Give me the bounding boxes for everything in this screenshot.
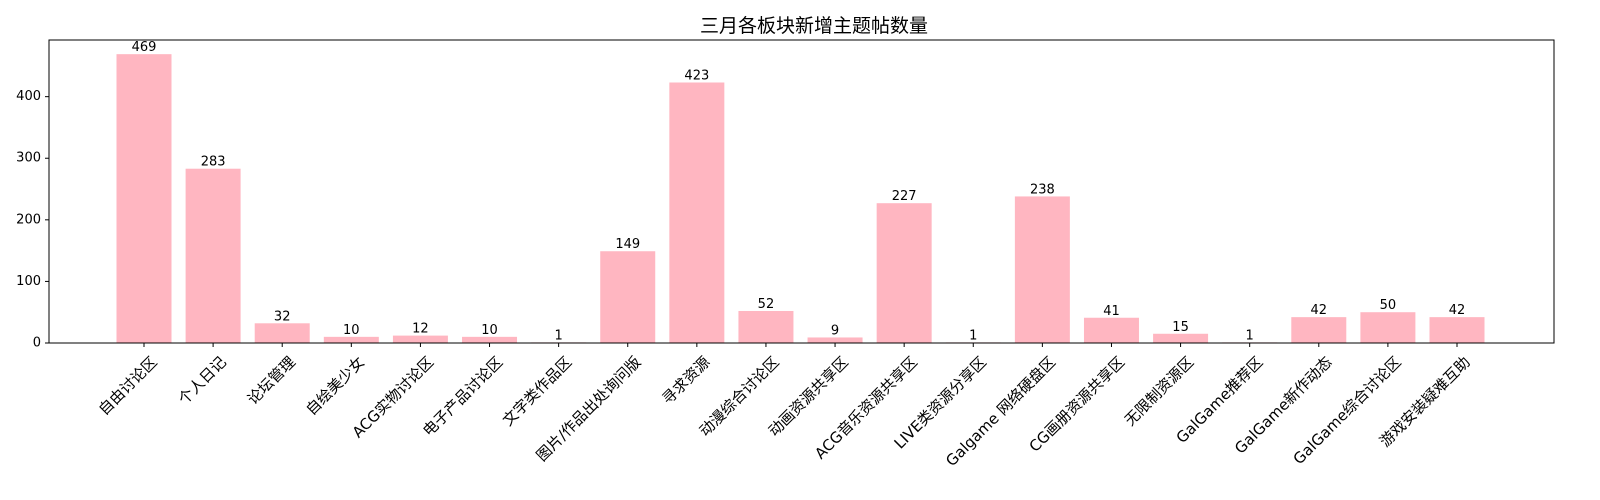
- bar-7: [600, 251, 656, 343]
- data-label-9: 52: [758, 297, 775, 312]
- bar-4: [392, 335, 448, 343]
- x-tick-label-6: 文字类作品区: [499, 353, 575, 429]
- data-label-7: 149: [615, 237, 640, 252]
- y-tick-label-2: 200: [16, 212, 41, 227]
- data-label-5: 10: [481, 323, 498, 338]
- x-tick-label-0: 自由讨论区: [95, 353, 161, 419]
- x-tick-label-15: 无限制资源区: [1121, 353, 1197, 429]
- data-label-8: 423: [684, 68, 709, 83]
- y-tick-label-1: 100: [16, 274, 41, 289]
- data-label-15: 15: [1172, 320, 1189, 335]
- bar-19: [1429, 317, 1485, 343]
- data-label-12: 1: [969, 328, 977, 343]
- bars-layer: [116, 54, 1485, 344]
- data-label-13: 238: [1030, 182, 1055, 197]
- bar-11: [876, 203, 932, 343]
- data-label-1: 283: [201, 155, 226, 170]
- data-label-6: 1: [554, 328, 562, 343]
- x-tick-label-2: 论坛管理: [244, 353, 299, 408]
- data-label-11: 227: [892, 189, 917, 204]
- data-label-3: 10: [343, 323, 360, 338]
- bar-10: [807, 337, 863, 343]
- chart-title: 三月各板块新增主题帖数量: [700, 15, 928, 37]
- data-label-14: 41: [1103, 304, 1120, 319]
- y-tick-label-3: 300: [16, 151, 41, 166]
- x-tick-label-1: 个人日记: [175, 353, 230, 408]
- x-axis: 自由讨论区 个人日记 论坛管理 自绘美少女ACG实物讨论区电子产品讨论区文字类作品区图…: [95, 343, 1474, 470]
- bar-17: [1291, 317, 1347, 343]
- bar-3: [323, 336, 379, 343]
- bar-13: [1014, 196, 1070, 343]
- plot-frame: [48, 39, 1555, 344]
- data-label-19: 42: [1449, 303, 1466, 318]
- data-label-18: 50: [1380, 298, 1397, 313]
- data-labels-layer: 469 283 32 10 12 10 1 149 423 52 9 227 1 238 41 15 1 42 50…: [132, 40, 1466, 343]
- data-label-4: 12: [412, 322, 429, 337]
- bar-14: [1083, 317, 1139, 343]
- bar-8: [669, 82, 725, 344]
- x-tick-label-8: 寻求资源: [658, 353, 713, 408]
- bar-2: [254, 323, 310, 343]
- y-tick-label-4: 400: [16, 89, 41, 104]
- bar-15: [1153, 333, 1209, 343]
- y-tick-label-0: 0: [33, 336, 41, 351]
- data-label-16: 1: [1246, 328, 1254, 343]
- bar-18: [1360, 312, 1416, 343]
- y-axis: 0 100 200 300 400: [16, 89, 49, 351]
- x-tick-label-3: 自绘美少女: [302, 353, 368, 419]
- data-label-17: 42: [1311, 303, 1328, 318]
- bar-5: [462, 336, 518, 343]
- bar-0: [116, 54, 172, 343]
- data-label-2: 32: [274, 309, 291, 324]
- bar-9: [738, 310, 794, 343]
- data-label-0: 469: [132, 40, 157, 55]
- bar-1: [185, 168, 241, 343]
- data-label-10: 9: [831, 323, 839, 338]
